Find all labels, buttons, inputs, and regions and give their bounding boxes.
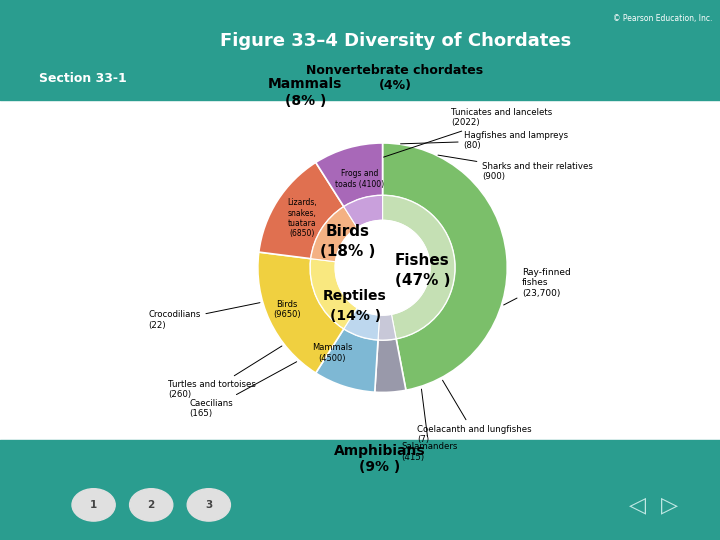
Text: (47% ): (47% ) <box>395 273 450 288</box>
Text: Frogs and
toads (4100): Frogs and toads (4100) <box>335 170 384 189</box>
Text: Turtles and tortoises
(260): Turtles and tortoises (260) <box>168 346 282 400</box>
Text: © Pearson Education, Inc.: © Pearson Education, Inc. <box>613 14 713 23</box>
Wedge shape <box>378 314 396 340</box>
Wedge shape <box>343 308 379 340</box>
Text: ◁: ◁ <box>629 495 646 515</box>
Text: (18% ): (18% ) <box>320 244 375 259</box>
Text: Reptiles: Reptiles <box>323 289 387 303</box>
Text: Mammals
(4500): Mammals (4500) <box>312 343 353 363</box>
Text: Figure 33–4 Diversity of Chordates: Figure 33–4 Diversity of Chordates <box>220 31 572 50</box>
Wedge shape <box>316 329 378 392</box>
Text: Coelacanth and lungfishes
(7): Coelacanth and lungfishes (7) <box>418 380 532 444</box>
Text: ▷: ▷ <box>661 495 678 515</box>
Text: (9% ): (9% ) <box>359 460 401 474</box>
Text: Birds
(9650): Birds (9650) <box>274 300 301 319</box>
Wedge shape <box>310 259 357 329</box>
Text: Amphibians: Amphibians <box>334 444 426 458</box>
Text: Ray-finned
fishes
(23,700): Ray-finned fishes (23,700) <box>504 268 571 305</box>
Text: (4%): (4%) <box>379 79 412 92</box>
Text: Section 33-1: Section 33-1 <box>39 72 127 85</box>
Wedge shape <box>316 143 382 207</box>
Text: Nonvertebrate chordates: Nonvertebrate chordates <box>307 64 484 77</box>
Text: Sharks and their relatives
(900): Sharks and their relatives (900) <box>438 155 593 181</box>
Text: Birds: Birds <box>325 224 369 239</box>
Wedge shape <box>382 143 508 390</box>
Circle shape <box>336 220 430 315</box>
Text: 2: 2 <box>148 500 155 510</box>
Text: (8% ): (8% ) <box>284 93 326 107</box>
Text: 3: 3 <box>205 500 212 510</box>
Wedge shape <box>258 252 343 373</box>
Text: Caecilians
(165): Caecilians (165) <box>189 362 297 418</box>
Wedge shape <box>374 339 406 393</box>
Text: Lizards,
snakes,
tuatara
(6850): Lizards, snakes, tuatara (6850) <box>287 198 317 238</box>
Wedge shape <box>311 207 357 262</box>
Text: (14% ): (14% ) <box>330 309 381 323</box>
Text: Hagfishes and lampreys
(80): Hagfishes and lampreys (80) <box>400 131 568 150</box>
Wedge shape <box>258 163 343 259</box>
Text: Fishes: Fishes <box>395 253 450 268</box>
Text: Tunicates and lancelets
(2022): Tunicates and lancelets (2022) <box>384 108 552 157</box>
Text: Crocodilians
(22): Crocodilians (22) <box>148 302 260 330</box>
Wedge shape <box>343 195 382 228</box>
Text: Mammals: Mammals <box>268 77 343 91</box>
Text: 1: 1 <box>90 500 97 510</box>
Text: Salamanders
(415): Salamanders (415) <box>401 389 458 462</box>
Wedge shape <box>382 195 455 339</box>
